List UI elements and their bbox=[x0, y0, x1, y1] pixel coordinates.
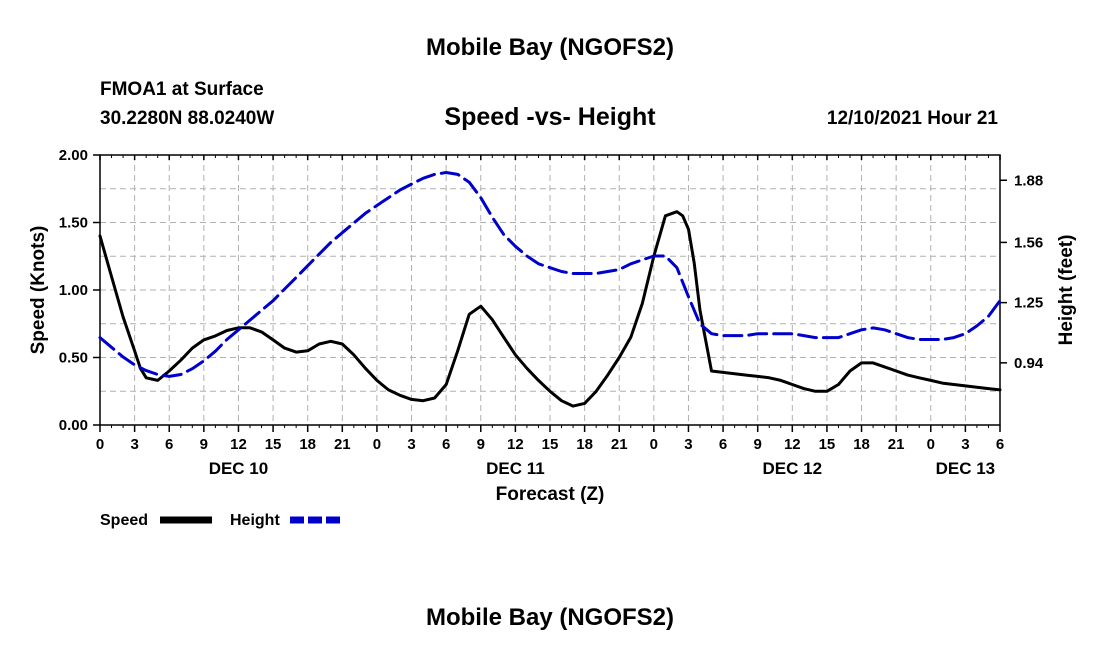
x-tick-label: 15 bbox=[542, 436, 559, 453]
y-tick-label: 0.00 bbox=[59, 417, 88, 434]
x-day-label: DEC 11 bbox=[486, 459, 545, 478]
chart-subtitle: Speed -vs- Height bbox=[444, 103, 656, 131]
height-series-line bbox=[98, 171, 1002, 378]
x-day-label: DEC 12 bbox=[763, 459, 823, 478]
footer-title: Mobile Bay (NGOFS2) bbox=[426, 604, 674, 631]
speed-series-line bbox=[98, 210, 1002, 408]
x-tick-label: 0 bbox=[373, 436, 381, 453]
y2-tick-label: 1.88 bbox=[1014, 172, 1043, 189]
x-tick-label: 21 bbox=[611, 436, 628, 453]
y-tick-label: 1.00 bbox=[59, 282, 88, 299]
x-tick-label: 0 bbox=[650, 436, 658, 453]
x-tick-label: 9 bbox=[200, 436, 208, 453]
x-tick-label: 12 bbox=[230, 436, 247, 453]
x-tick-label: 3 bbox=[961, 436, 969, 453]
legend-height-label: Height bbox=[230, 512, 280, 529]
x-tick-label: 6 bbox=[719, 436, 727, 453]
x-tick-label: 12 bbox=[784, 436, 801, 453]
y-tick-label: 1.50 bbox=[59, 215, 88, 232]
legend: Speed Height bbox=[100, 512, 342, 529]
y-tick-label: 2.00 bbox=[59, 147, 88, 164]
x-tick-label: 6 bbox=[996, 436, 1004, 453]
x-day-label: DEC 10 bbox=[209, 459, 269, 478]
y2-tick-label: 0.94 bbox=[1014, 355, 1044, 372]
x-tick-label: 6 bbox=[165, 436, 173, 453]
x-tick-label: 9 bbox=[754, 436, 762, 453]
station-coords: 30.2280N 88.0240W bbox=[100, 108, 274, 129]
x-tick-label: 3 bbox=[684, 436, 692, 453]
x-tick-label: 3 bbox=[407, 436, 415, 453]
x-axis-label: Forecast (Z) bbox=[496, 484, 605, 505]
legend-speed-label: Speed bbox=[100, 512, 148, 529]
station-label: FMOA1 at Surface bbox=[100, 79, 264, 100]
x-tick-label: 0 bbox=[96, 436, 104, 453]
chart-title: Mobile Bay (NGOFS2) bbox=[426, 34, 674, 61]
x-tick-label: 18 bbox=[853, 436, 870, 453]
x-tick-label: 21 bbox=[334, 436, 351, 453]
y2-axis-label: Height (feet) bbox=[1056, 235, 1077, 346]
x-tick-label: 18 bbox=[299, 436, 316, 453]
x-tick-label: 9 bbox=[477, 436, 485, 453]
y2-tick-label: 1.25 bbox=[1014, 295, 1043, 312]
x-tick-label: 3 bbox=[130, 436, 138, 453]
x-tick-label: 6 bbox=[442, 436, 450, 453]
x-tick-label: 18 bbox=[576, 436, 593, 453]
x-tick-label: 15 bbox=[819, 436, 836, 453]
y-axis-label: Speed (Knots) bbox=[28, 226, 49, 355]
x-tick-label: 15 bbox=[265, 436, 282, 453]
forecast-timestamp: 12/10/2021 Hour 21 bbox=[827, 108, 999, 129]
x-day-label: DEC 13 bbox=[936, 459, 996, 478]
x-tick-label: 12 bbox=[507, 436, 524, 453]
x-tick-label: 21 bbox=[888, 436, 905, 453]
x-tick-label: 0 bbox=[927, 436, 935, 453]
y-tick-label: 0.50 bbox=[59, 350, 88, 367]
y2-tick-label: 1.56 bbox=[1014, 234, 1043, 251]
